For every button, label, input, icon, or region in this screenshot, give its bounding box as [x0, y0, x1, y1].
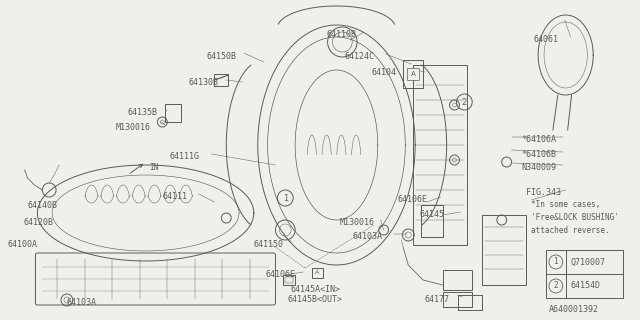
Text: A640001392: A640001392 [549, 305, 599, 314]
Text: *In some cases,
'Free&LOCK BUSHING'
attached reverse.: *In some cases, 'Free&LOCK BUSHING' atta… [531, 200, 619, 236]
Text: M130016: M130016 [116, 123, 151, 132]
Bar [482, 215, 526, 285]
Text: 64145B<OUT>: 64145B<OUT> [287, 295, 342, 304]
Bar [443, 292, 472, 307]
Text: 64111: 64111 [163, 192, 188, 201]
Bar [284, 275, 295, 285]
Text: 2: 2 [554, 282, 558, 291]
Text: 64124C: 64124C [344, 52, 374, 61]
Text: A: A [315, 270, 319, 276]
Text: 64106E: 64106E [266, 270, 296, 279]
Text: 64154D: 64154D [571, 282, 600, 291]
Text: FIG.343: FIG.343 [526, 188, 561, 197]
Text: 64100A: 64100A [8, 240, 38, 249]
Text: 64104: 64104 [372, 68, 397, 77]
Text: N340009: N340009 [522, 163, 556, 172]
Text: 64120B: 64120B [24, 218, 54, 227]
Text: 64103A: 64103A [67, 298, 97, 307]
Text: 64130B: 64130B [189, 78, 219, 87]
Text: 64111G: 64111G [169, 152, 199, 161]
Bar [285, 277, 293, 283]
Text: 2: 2 [461, 98, 467, 107]
Text: IN: IN [150, 163, 159, 172]
Text: M130016: M130016 [339, 218, 374, 227]
Text: 64145A<IN>: 64145A<IN> [290, 285, 340, 294]
Text: 641150: 641150 [254, 240, 284, 249]
Text: 64135B: 64135B [128, 108, 158, 117]
Bar [403, 60, 423, 88]
Text: 1: 1 [283, 194, 288, 203]
Bar [443, 270, 472, 290]
Text: A: A [411, 71, 415, 77]
Text: 64150B: 64150B [207, 52, 237, 61]
Text: 64177: 64177 [425, 295, 450, 304]
Text: *64106B: *64106B [522, 150, 556, 159]
Bar [546, 250, 623, 298]
Text: 64145: 64145 [419, 210, 444, 219]
Text: 64106E: 64106E [397, 195, 428, 204]
Text: 64103A: 64103A [352, 232, 382, 241]
Text: *64106A: *64106A [522, 135, 556, 144]
Bar [312, 268, 323, 278]
Text: 64061: 64061 [533, 35, 558, 44]
Text: 1: 1 [554, 258, 558, 267]
Bar [413, 65, 467, 245]
Bar [165, 104, 181, 122]
Bar [214, 74, 228, 86]
Bar [421, 205, 443, 237]
Text: 64140B: 64140B [28, 201, 58, 210]
Text: 64110B: 64110B [326, 30, 356, 39]
Text: Q710007: Q710007 [571, 258, 605, 267]
